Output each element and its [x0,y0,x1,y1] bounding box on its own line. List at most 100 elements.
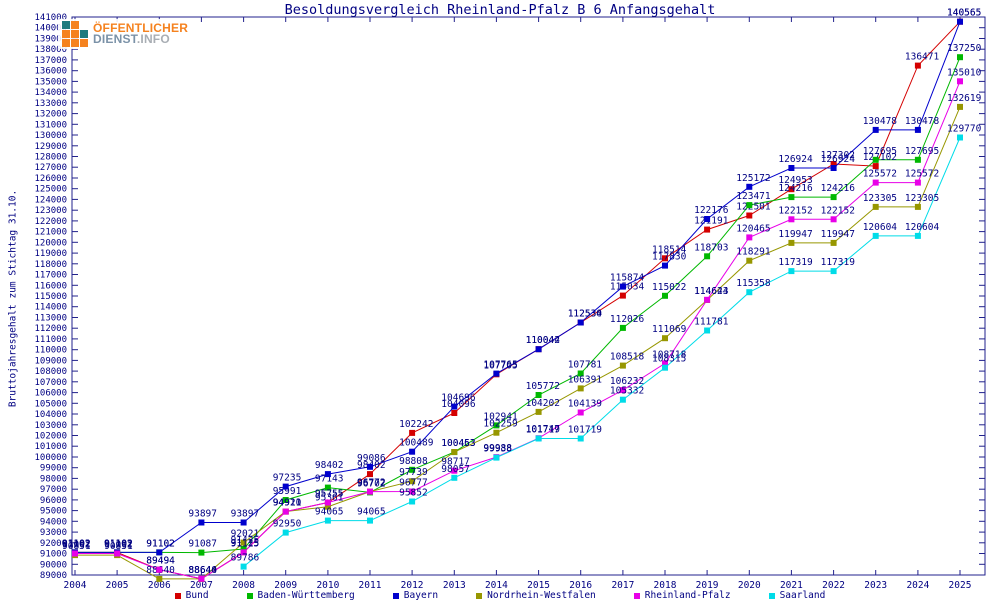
svg-text:108000: 108000 [34,367,67,377]
svg-text:115358: 115358 [736,278,771,289]
site-logo[interactable]: ÖFFENTLICHER DIENST.INFO [58,19,196,49]
svg-text:2012: 2012 [401,580,424,591]
svg-text:140565: 140565 [947,8,981,19]
logo-text: ÖFFENTLICHER DIENST.INFO [93,21,189,45]
svg-text:110044: 110044 [526,335,561,346]
svg-text:107000: 107000 [34,378,67,388]
svg-text:132619: 132619 [947,93,982,104]
svg-text:125572: 125572 [905,169,939,180]
legend-item-nordrhein-westfalen: Nordrhein-Westfalen [476,590,596,601]
legend-label: Bund [185,590,209,601]
svg-text:127695: 127695 [905,146,939,157]
legend-item-baden-w-rttemberg: Baden-Württemberg [246,590,355,601]
logo-line1: ÖFFENTLICHER [93,21,189,35]
svg-text:114644: 114644 [694,286,729,297]
svg-text:107765: 107765 [483,360,517,371]
svg-text:139000: 139000 [34,35,67,45]
svg-text:104696: 104696 [441,393,476,404]
svg-text:126924: 126924 [821,154,856,165]
svg-text:94065: 94065 [315,507,344,518]
svg-text:122501: 122501 [736,202,771,213]
svg-text:96702: 96702 [357,478,386,489]
svg-text:91002: 91002 [62,540,91,551]
svg-text:89494: 89494 [146,556,175,567]
svg-text:115022: 115022 [652,282,686,293]
svg-text:122000: 122000 [34,217,67,227]
svg-text:97000: 97000 [40,485,67,495]
svg-text:2007: 2007 [190,580,213,591]
svg-text:100463: 100463 [441,438,475,449]
svg-text:2006: 2006 [148,580,171,591]
svg-text:99086: 99086 [357,453,386,464]
svg-text:122176: 122176 [694,205,729,216]
svg-text:105332: 105332 [610,386,644,397]
svg-text:103000: 103000 [34,421,67,431]
svg-text:97739: 97739 [399,467,428,478]
svg-text:130000: 130000 [34,131,67,141]
svg-text:107781: 107781 [568,360,603,371]
svg-text:115000: 115000 [34,292,67,302]
svg-text:93897: 93897 [188,509,217,520]
svg-text:121191: 121191 [694,216,729,227]
svg-text:95755: 95755 [315,489,344,500]
chart-title: Besoldungsvergleich Rheinland-Pfalz B 6 … [284,2,716,18]
legend-swatch-icon [476,592,483,599]
svg-text:115874: 115874 [610,273,645,284]
svg-text:117319: 117319 [821,257,856,268]
svg-text:2025: 2025 [949,580,972,591]
svg-text:2021: 2021 [780,580,803,591]
svg-text:140000: 140000 [34,24,67,34]
svg-text:106232: 106232 [610,376,644,387]
chart-legend: Bund Baden-Württemberg Bayern Nordrhein-Wes… [0,590,1000,601]
svg-text:114623: 114623 [694,286,728,297]
svg-text:109000: 109000 [34,356,67,366]
svg-text:101719: 101719 [568,425,603,436]
svg-text:124000: 124000 [34,195,67,205]
svg-text:127102: 127102 [863,152,897,163]
svg-text:137000: 137000 [34,56,67,66]
legend-item-bayern: Bayern [392,590,438,601]
svg-text:137250: 137250 [947,43,982,54]
svg-text:111069: 111069 [652,324,687,335]
svg-text:91115: 91115 [231,538,260,549]
svg-text:2023: 2023 [864,580,887,591]
svg-text:112530: 112530 [568,309,603,320]
svg-text:88644: 88644 [188,565,217,576]
svg-text:89000: 89000 [40,571,67,581]
svg-text:127000: 127000 [34,163,67,173]
svg-text:129770: 129770 [947,124,982,135]
svg-text:2017: 2017 [611,580,634,591]
svg-text:118000: 118000 [34,260,67,270]
svg-text:96000: 96000 [40,496,67,506]
svg-text:2011: 2011 [359,580,382,591]
svg-text:119000: 119000 [34,249,67,259]
svg-text:95852: 95852 [399,488,428,499]
svg-text:118703: 118703 [694,242,728,253]
svg-text:134000: 134000 [34,88,67,98]
svg-text:129000: 129000 [34,142,67,152]
svg-text:93000: 93000 [40,528,67,538]
svg-text:92000: 92000 [40,539,67,549]
svg-text:91000: 91000 [40,550,67,560]
svg-text:117319: 117319 [778,257,813,268]
svg-text:127302: 127302 [821,150,855,161]
svg-text:126924: 126924 [778,154,813,165]
svg-text:106391: 106391 [568,374,603,385]
svg-text:135010: 135010 [947,67,982,78]
svg-text:130478: 130478 [863,116,898,127]
svg-text:112534: 112534 [568,309,603,320]
svg-text:91102: 91102 [104,538,133,549]
svg-text:94065: 94065 [357,507,386,518]
svg-text:133000: 133000 [34,99,67,109]
svg-text:136000: 136000 [34,67,67,77]
svg-text:104000: 104000 [34,410,67,420]
svg-text:91102: 91102 [104,538,133,549]
svg-text:125572: 125572 [863,169,897,180]
svg-text:117000: 117000 [34,271,67,281]
svg-text:124953: 124953 [778,175,812,186]
svg-text:119947: 119947 [778,229,812,240]
legend-item-rheinland-pfalz: Rheinland-Pfalz [633,590,731,601]
svg-text:102941: 102941 [483,411,518,422]
svg-text:91102: 91102 [104,538,133,549]
